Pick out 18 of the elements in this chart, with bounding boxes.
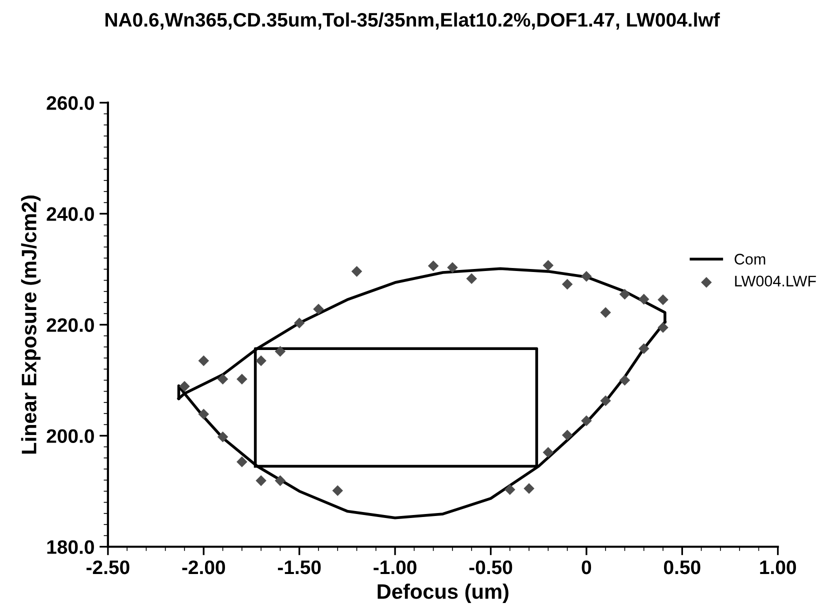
x-tick-label: -2.50 [86, 560, 130, 574]
x-tick-label: 0.50 [664, 560, 700, 574]
x-tick-label: 1.00 [760, 560, 796, 574]
y-tick-label: 180.0 [47, 540, 94, 554]
y-tick-label: 200.0 [46, 429, 94, 443]
y-tick-label: 240.0 [46, 207, 94, 221]
x-tick-label: -2.00 [182, 560, 226, 574]
chart-title: NA0.6,Wn365,CD.35um,Tol-35/35nm,Elat10.2%,DOF1.47, LW004.lwf [106, 12, 720, 30]
x-axis-title: Defocus (um) [378, 584, 508, 604]
x-tick-label: -0.50 [469, 560, 512, 574]
y-axis-title: Linear Exposure (mJ/cm2) [21, 195, 41, 454]
y-tick-label: 260.0 [46, 96, 94, 110]
x-tick-label: -1.00 [374, 560, 416, 574]
x-tick-label: 0 [582, 560, 592, 574]
x-tick-label: -1.50 [278, 560, 321, 574]
legend-label: Com [734, 254, 766, 265]
legend-label: LW004.LWF [735, 276, 816, 286]
y-tick-label: 220.0 [46, 318, 94, 332]
